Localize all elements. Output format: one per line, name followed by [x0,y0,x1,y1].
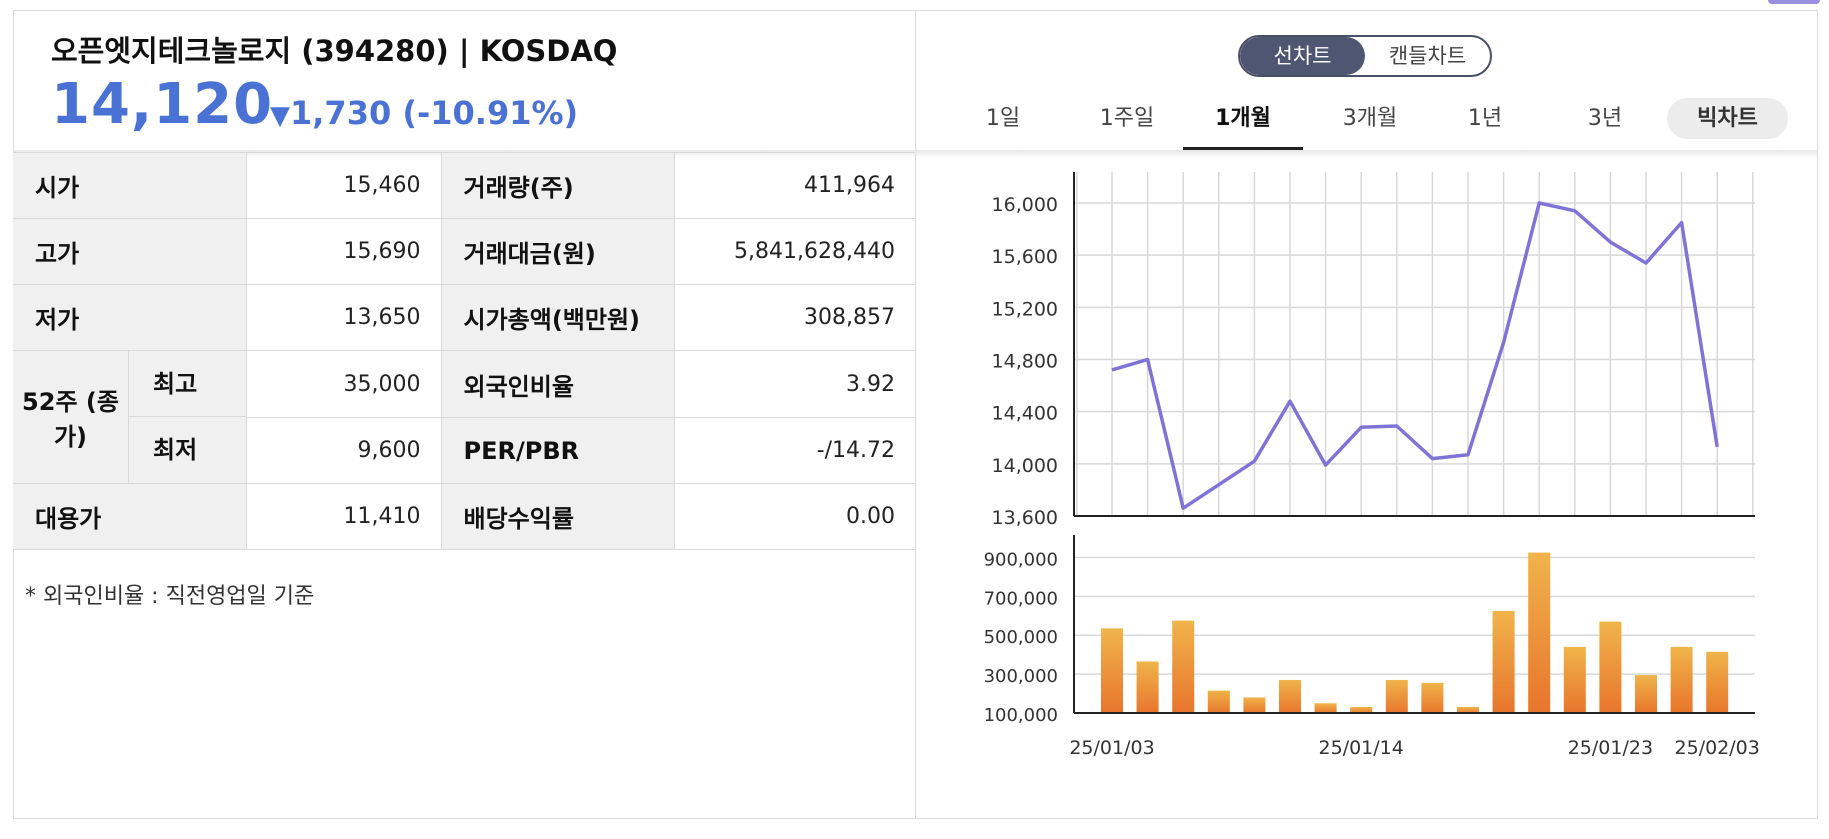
table-row: 저가 13,650 시가총액(백만원) 308,857 [13,284,915,351]
w52-low-label: 최저 [153,436,198,464]
tab-1month[interactable]: 1개월 [1215,106,1271,131]
table-row: 9,600 PER/PBR -/14.72 [13,417,915,484]
dividend-value: 0.00 [674,483,915,550]
current-price: 14,120 [51,72,274,137]
substitute-value: 11,410 [246,483,442,550]
tab-1week[interactable]: 1주일 [1099,106,1155,131]
w52-high-label: 최고 [129,351,246,417]
high-label: 고가 [13,218,247,285]
w52-cell: 52주 (종가) 최고 최저 [13,350,247,483]
table-row: 고가 15,690 거래대금(원) 5,841,628,440 [13,218,915,285]
low-value: 13,650 [246,284,442,351]
volume-label: 거래량(주) [441,152,675,219]
stock-name: 오픈엣지테크놀로지 (394280) | KOSDAQ [51,34,618,68]
amount-value: 5,841,628,440 [674,218,915,285]
per-pbr-value: -/14.72 [674,417,915,484]
line-chart-toggle[interactable]: 선차트 [1240,37,1365,75]
tab-3month[interactable]: 3개월 [1342,106,1398,131]
panel-divider [915,10,916,819]
volume-value: 411,964 [674,152,915,219]
table-row: 대용가 11,410 배당수익률 0.00 [13,483,915,550]
w52-low-value: 9,600 [246,417,442,484]
amount-label: 거래대금(원) [441,218,675,285]
high-value: 15,690 [246,218,442,285]
header-shadow [13,150,1818,158]
foreign-value: 3.92 [674,350,915,418]
price-change: ▼1,730 (-10.91%) [270,94,578,132]
per-pbr-label: PER/PBR [441,417,675,484]
chart-type-toggle: 선차트 캔들차트 [1238,35,1492,77]
down-triangle-icon: ▼ [270,101,290,131]
footnote: * 외국인비율 : 직전영업일 기준 [25,584,315,609]
low-label: 저가 [13,284,247,351]
table-row: 시가 15,460 거래량(주) 411,964 [13,152,915,219]
w52-label: 52주 (종가) [13,351,129,483]
dividend-label: 배당수익률 [441,483,675,550]
open-value: 15,460 [246,152,442,219]
open-label: 시가 [13,152,247,219]
tab-1year[interactable]: 1년 [1467,106,1503,131]
market-cap-label: 시가총액(백만원) [441,284,675,351]
big-chart-button[interactable]: 빅차트 [1667,98,1788,139]
market-cap-value: 308,857 [674,284,915,351]
stock-info-table: 시가 15,460 거래량(주) 411,964 고가 15,690 거래대금(… [13,152,915,550]
foreign-label: 외국인비율 [441,350,675,418]
substitute-label: 대용가 [13,483,247,550]
table-row: 52주 (종가) 최고 최저 35,000 외국인비율 3.92 [13,350,915,483]
corner-mark [1768,0,1820,4]
candle-chart-toggle[interactable]: 캔들차트 [1388,44,1467,68]
price-change-value: 1,730 (-10.91%) [290,94,579,132]
active-tab-indicator [1183,147,1303,150]
tab-1day[interactable]: 1일 [985,106,1021,131]
w52-high-value: 35,000 [246,350,442,418]
tab-3year[interactable]: 3년 [1587,106,1623,131]
